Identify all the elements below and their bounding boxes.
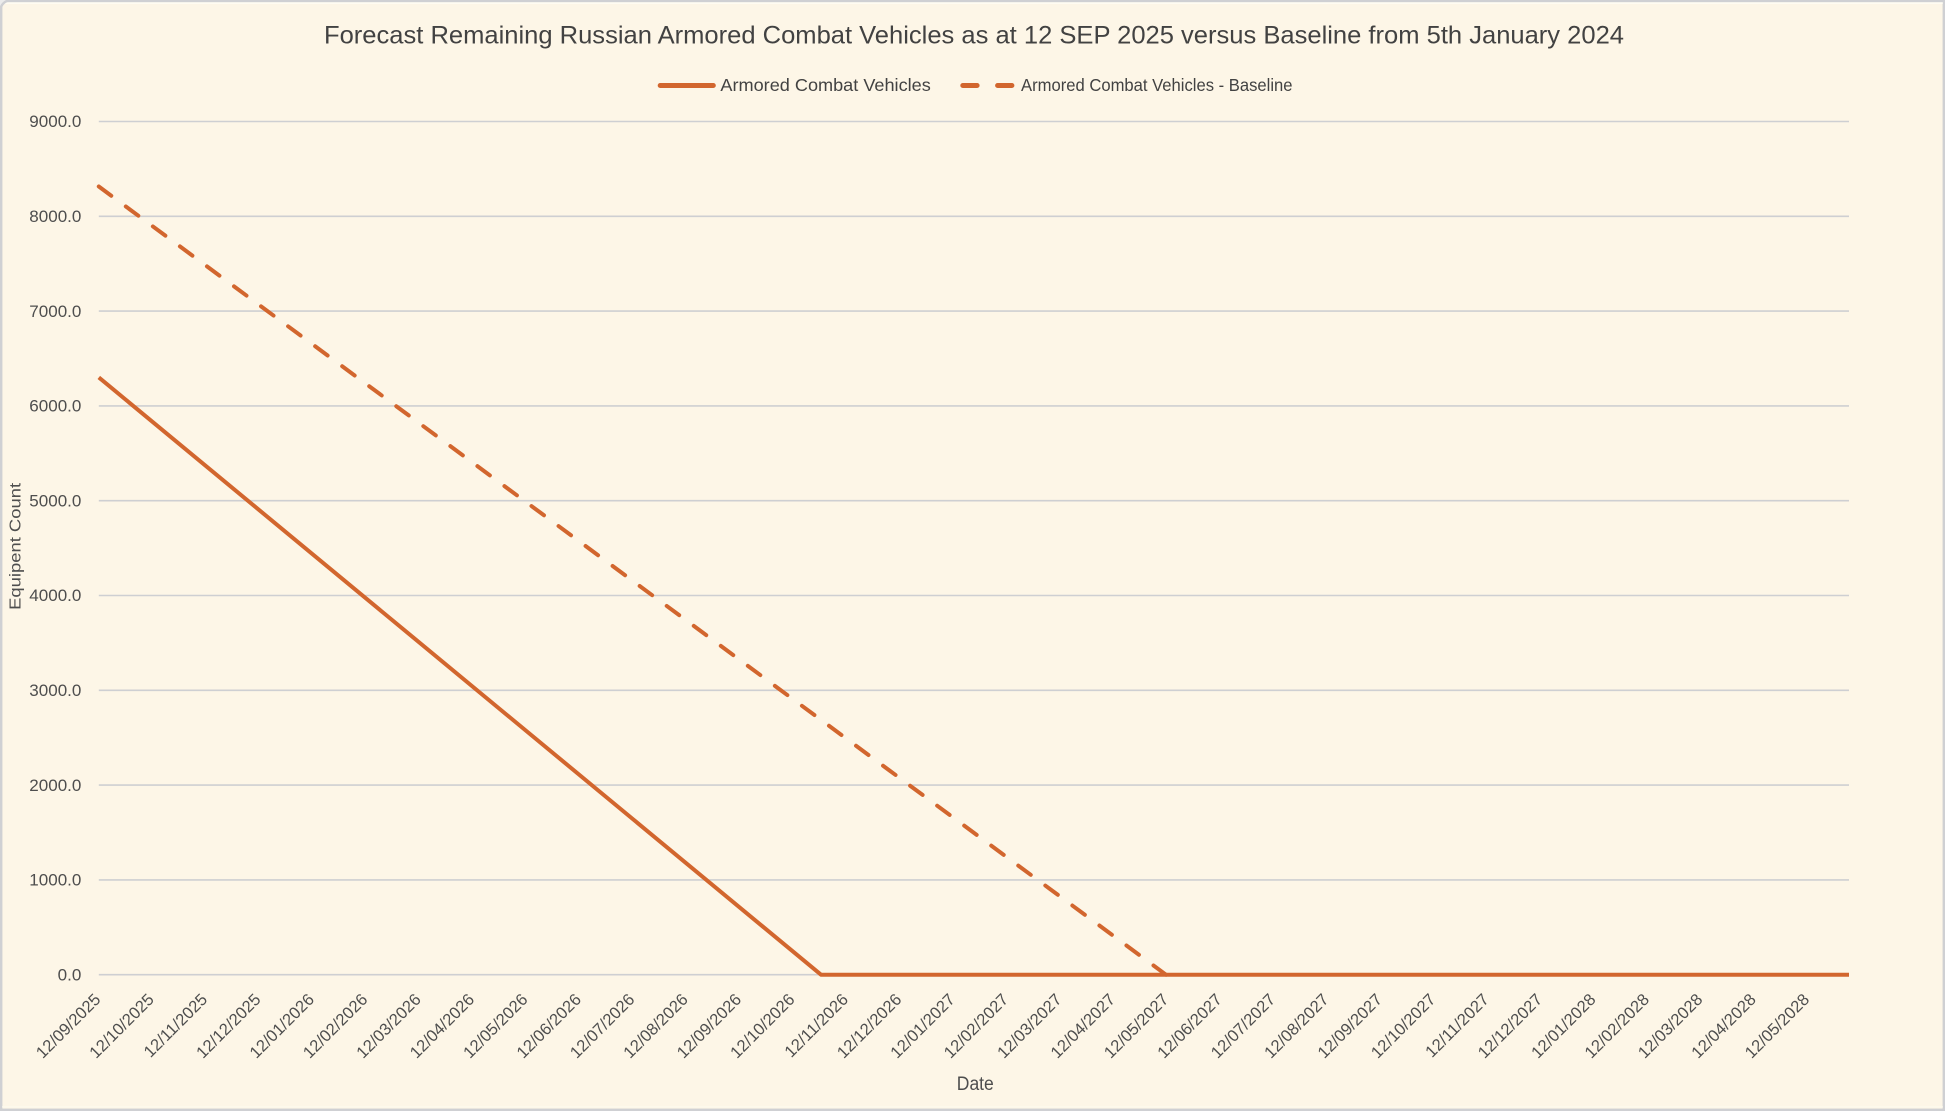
svg-text:Equipent Count: Equipent Count — [7, 482, 24, 610]
svg-text:Armored Combat Vehicles: Armored Combat Vehicles — [720, 75, 931, 95]
svg-text:Date: Date — [957, 1074, 994, 1095]
svg-text:6000.0: 6000.0 — [29, 398, 81, 416]
svg-text:0.0: 0.0 — [58, 966, 82, 984]
svg-text:5000.0: 5000.0 — [29, 492, 81, 510]
svg-text:9000.0: 9000.0 — [29, 113, 81, 131]
svg-text:Forecast Remaining Russian Arm: Forecast Remaining Russian Armored Comba… — [324, 22, 1624, 50]
svg-text:8000.0: 8000.0 — [29, 208, 81, 226]
svg-text:4000.0: 4000.0 — [29, 587, 81, 605]
svg-text:Armored Combat Vehicles - Base: Armored Combat Vehicles - Baseline — [1021, 75, 1293, 95]
svg-text:1000.0: 1000.0 — [29, 872, 81, 890]
svg-text:2000.0: 2000.0 — [29, 777, 81, 795]
svg-text:3000.0: 3000.0 — [29, 682, 81, 700]
svg-text:7000.0: 7000.0 — [29, 303, 81, 321]
